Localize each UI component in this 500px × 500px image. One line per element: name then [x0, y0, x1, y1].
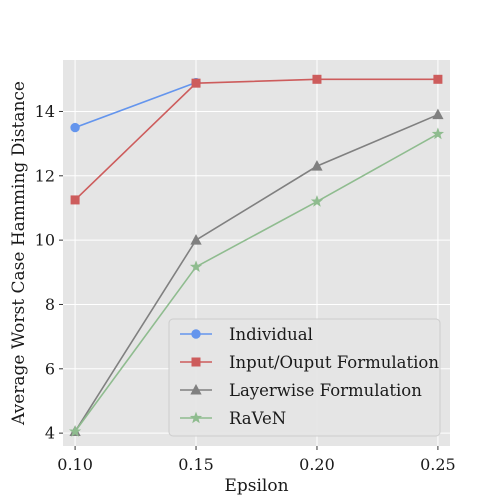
y-tick-label: 6 [45, 359, 55, 378]
series-line [74, 81, 197, 129]
legend-entry: Layerwise Formulation [180, 381, 422, 400]
legend-box [168, 318, 441, 437]
series-line [74, 133, 439, 433]
y-tick-label: 4 [45, 424, 55, 443]
x-tick-label: 0.20 [299, 455, 335, 474]
x-tick-label: 0.10 [57, 455, 93, 474]
x-axis-label: Epsilon [224, 476, 288, 496]
legend-label: Input/Ouput Formulation [229, 353, 439, 372]
legend-label: Layerwise Formulation [229, 381, 422, 400]
x-tick-label: 0.15 [178, 455, 214, 474]
x-axis-ticks: 0.10 0.15 0.20 0.25 [57, 446, 456, 474]
data-point [431, 127, 445, 140]
data-point [70, 122, 80, 133]
legend-label: Individual [229, 325, 313, 344]
y-tick-label: 14 [35, 102, 55, 121]
legend-entry: Input/Ouput Formulation [180, 353, 439, 372]
data-point [311, 160, 323, 171]
legend-marker [189, 411, 203, 424]
legend-marker [191, 357, 201, 367]
series-line [74, 113, 439, 432]
y-tick-label: 12 [35, 166, 55, 185]
y-tick-label: 8 [45, 295, 55, 314]
legend-marker [191, 329, 201, 339]
legend-entry: RaVeN [180, 409, 286, 428]
data-point [432, 108, 444, 120]
data-point [70, 195, 80, 205]
data-point [433, 74, 443, 84]
series-input-ouput-formulation [70, 74, 443, 205]
data-point [68, 425, 82, 437]
data-point [310, 195, 324, 207]
legend-label: RaVeN [229, 409, 286, 428]
series-layer [68, 74, 445, 437]
series-raven [68, 127, 445, 437]
y-axis-label: Average Worst Case Hamming Distance [9, 81, 29, 426]
legend-entry: Individual [180, 325, 313, 344]
legend-marker [190, 383, 202, 395]
data-point [189, 260, 203, 273]
y-axis-ticks: 4 6 8 10 12 14 [35, 102, 63, 443]
x-tick-label: 0.25 [420, 455, 456, 474]
y-tick-label: 10 [35, 231, 55, 250]
series-line [74, 78, 438, 201]
legend: Individual Input/Ouput Formulation Layerwi… [168, 318, 441, 437]
data-point [191, 78, 201, 88]
data-point [190, 234, 202, 245]
data-point [312, 74, 322, 84]
